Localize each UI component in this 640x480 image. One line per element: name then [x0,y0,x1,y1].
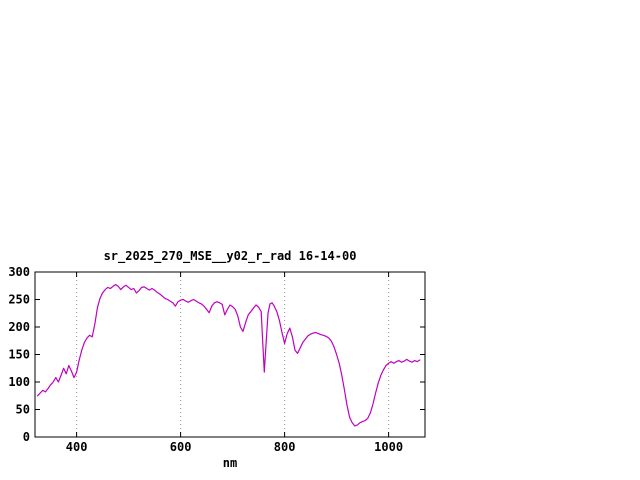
y-tick-label: 0 [23,430,30,444]
x-axis-label: nm [223,456,237,470]
y-tick-label: 200 [8,320,30,334]
plot-border [34,271,426,438]
axis-tick-labels: 400 600 800 1000 0 50 100 150 200 250 300 [8,265,403,454]
y-tick-label: 300 [8,265,30,279]
y-tick-label: 150 [8,348,30,362]
chart-title: sr_2025_270_MSE__y02_r_rad 16-14-00 [104,249,357,264]
data-curve [36,284,421,427]
grid [76,272,390,437]
axis-ticks [35,271,425,438]
x-tick-label: 800 [274,440,296,454]
x-tick-label: 1000 [374,440,403,454]
x-tick-label: 600 [170,440,192,454]
y-tick-label: 250 [8,293,30,307]
y-tick-label: 100 [8,375,30,389]
y-tick-label: 50 [16,403,30,417]
x-tick-label: 400 [66,440,88,454]
